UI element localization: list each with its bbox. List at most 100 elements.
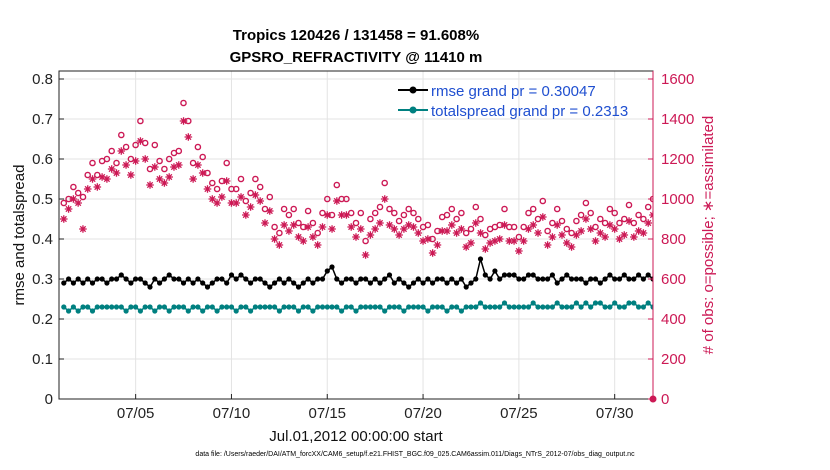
legend: rmse grand pr = 0.30047 totalspread gran…	[398, 83, 628, 120]
data-point-totalspread	[679, 300, 684, 305]
data-point-totalspread	[272, 304, 278, 310]
data-point-obs_possible	[539, 197, 547, 205]
data-point-rmse	[415, 276, 421, 282]
data-point-rmse	[578, 276, 584, 282]
data-point-rmse	[363, 276, 369, 282]
data-point-obs_assimilated	[639, 229, 648, 237]
legend-label-rmse: rmse grand pr = 0.30047	[431, 83, 596, 100]
data-point-obs_assimilated	[558, 231, 566, 239]
data-point-obs_assimilated	[165, 173, 173, 181]
data-point-obs_assimilated	[539, 213, 547, 221]
data-point-obs_assimilated	[289, 221, 298, 229]
data-point-obs_possible	[271, 223, 278, 231]
data-point-rmse	[396, 276, 402, 282]
data-point-rmse	[775, 276, 780, 281]
data-point-rmse	[785, 272, 790, 277]
data-point-obs_possible	[501, 205, 508, 213]
data-point-rmse	[631, 276, 637, 282]
data-point-totalspread	[573, 300, 580, 306]
data-point-totalspread	[281, 304, 287, 310]
data-point-totalspread	[770, 304, 775, 309]
data-point-totalspread	[276, 308, 282, 314]
data-point-obs_possible	[357, 209, 365, 217]
data-point-totalspread	[655, 304, 660, 309]
axes: 07/05 07/10 07/15 07/20 07/25 07/30 0 0.1 0.2 0.3…	[32, 71, 694, 422]
data-point-rmse	[329, 264, 335, 270]
data-point-rmse	[200, 280, 206, 286]
data-point-obs_possible	[785, 156, 790, 161]
data-point-totalspread	[386, 304, 393, 310]
data-point-rmse	[248, 280, 254, 286]
data-point-totalspread	[430, 304, 436, 310]
data-point-rmse	[458, 276, 464, 282]
y-left-tick-label: 0.4	[32, 231, 53, 248]
data-point-rmse	[166, 272, 172, 278]
data-point-rmse	[386, 272, 393, 278]
data-point-totalspread	[607, 304, 613, 310]
data-point-obs_assimilated	[678, 211, 686, 219]
data-point-obs_assimilated	[251, 191, 260, 199]
data-point-obs_assimilated	[802, 193, 810, 201]
data-point-totalspread	[674, 300, 679, 305]
data-point-rmse	[161, 276, 167, 282]
data-point-obs_possible	[823, 188, 828, 193]
data-point-rmse	[597, 280, 603, 286]
data-point-obs_possible	[256, 183, 264, 191]
data-point-rmse	[185, 276, 191, 282]
data-point-obs_assimilated	[783, 173, 791, 181]
data-point-obs_possible	[84, 171, 91, 179]
data-point-obs_possible	[314, 229, 322, 237]
data-point-obs_possible	[151, 141, 159, 149]
data-point-obs_possible	[371, 209, 379, 217]
series-totalspread	[61, 300, 775, 314]
data-point-totalspread	[70, 304, 76, 310]
data-point-totalspread	[382, 308, 388, 314]
legend-item-totalspread: totalspread grand pr = 0.2313	[398, 103, 628, 120]
data-point-obs_assimilated	[759, 189, 767, 197]
data-point-totalspread	[228, 304, 235, 310]
data-point-totalspread	[468, 304, 474, 310]
data-point-totalspread	[549, 304, 556, 310]
data-point-rmse	[281, 280, 287, 286]
data-point-obs_assimilated	[352, 233, 360, 241]
data-point-totalspread	[732, 304, 737, 309]
data-point-obs_assimilated	[534, 229, 542, 237]
data-point-rmse	[535, 276, 541, 282]
data-point-obs_assimilated	[505, 237, 514, 245]
chart-title-line1: Tropics 120426 / 131458 = 91.608%	[233, 27, 479, 44]
x-axis-label: Jul.01,2012 00:00:00 start	[269, 428, 443, 445]
data-point-obs_possible	[252, 175, 259, 183]
data-point-obs_assimilated	[64, 205, 73, 213]
data-point-obs_assimilated	[93, 183, 102, 191]
data-point-rmse	[300, 280, 306, 286]
data-point-obs_possible	[400, 211, 408, 219]
data-point-obs_assimilated	[548, 233, 557, 241]
data-point-obs_possible	[765, 176, 770, 181]
data-point-rmse	[473, 276, 479, 282]
data-point-rmse	[372, 276, 378, 282]
data-point-obs_possible	[577, 211, 585, 219]
data-point-obs_assimilated	[774, 207, 782, 215]
data-point-totalspread	[616, 304, 623, 310]
data-point-obs_assimilated	[731, 175, 739, 183]
data-point-obs_assimilated	[400, 225, 408, 233]
data-point-rmse	[89, 280, 96, 286]
data-point-rmse	[434, 276, 440, 282]
data-point-totalspread	[123, 308, 129, 314]
data-point-obs_assimilated	[424, 235, 432, 243]
data-point-totalspread	[128, 304, 134, 310]
y-left-tick-label: 0.8	[32, 71, 53, 88]
data-point-rmse	[204, 284, 211, 290]
data-point-obs_assimilated	[103, 175, 111, 183]
data-point-obs_possible	[746, 180, 751, 185]
data-point-obs_possible	[161, 165, 168, 173]
data-point-rmse	[252, 276, 258, 282]
data-point-obs_assimilated	[610, 225, 619, 233]
data-point-rmse	[214, 276, 220, 282]
data-point-obs_assimilated	[524, 225, 533, 233]
data-point-rmse	[583, 280, 589, 286]
data-point-obs_assimilated	[495, 235, 504, 243]
data-point-obs_assimilated	[543, 241, 552, 249]
data-point-rmse	[75, 276, 81, 282]
